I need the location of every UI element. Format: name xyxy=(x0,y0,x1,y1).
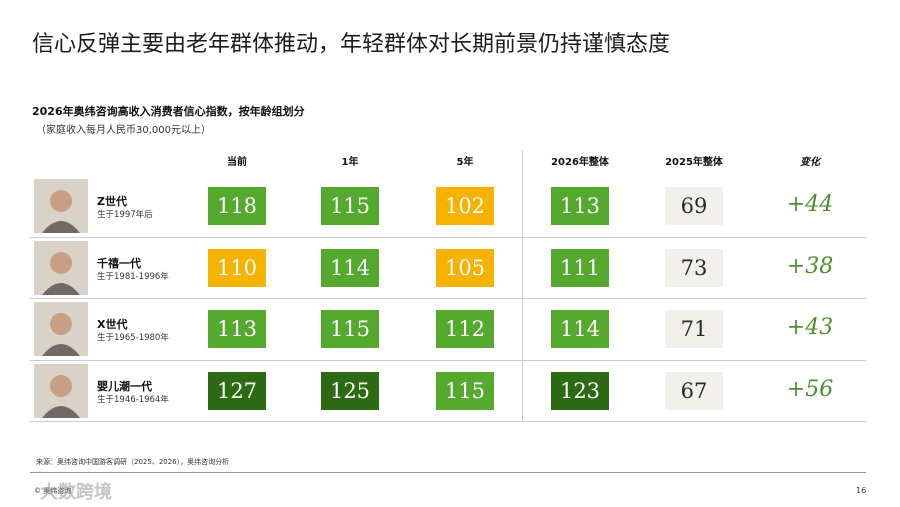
row-name: Z世代 xyxy=(97,195,127,208)
value-cell: 73 xyxy=(665,248,723,287)
title: 信心反弹主要由老年群体推动，年轻群体对长期前景仍持谨慎态度 xyxy=(32,32,671,57)
value-cell: 127 xyxy=(208,371,266,410)
row-line xyxy=(30,236,866,238)
row-line xyxy=(30,298,866,299)
column-header: 5年 xyxy=(456,157,474,168)
change: +56 xyxy=(786,376,834,402)
value-cell: 113 xyxy=(208,310,266,348)
row-birth: 生于1997年后 xyxy=(97,210,153,220)
row-name: X世代 xyxy=(97,318,128,331)
column-header: 2025年整体 xyxy=(665,157,723,168)
value-cell: 105 xyxy=(436,248,494,287)
watermark: 大数跨境 xyxy=(40,482,112,503)
change: +43 xyxy=(786,315,834,340)
avatar xyxy=(42,251,80,295)
column-header: 1年 xyxy=(341,157,359,168)
row-birth: 生于1981-1996年 xyxy=(97,271,169,282)
photo xyxy=(34,179,88,233)
source: 来源：奥纬咨询中国游客调研（2025、2026），奥纬咨询分析 xyxy=(36,458,230,466)
value-cell: 112 xyxy=(436,310,494,348)
value-cell: 114 xyxy=(551,310,609,348)
value-cell: 125 xyxy=(321,371,379,410)
change: +44 xyxy=(786,192,834,217)
row-birth: 生于1965-1980年 xyxy=(97,333,169,343)
value-cell: 118 xyxy=(208,187,266,225)
photo xyxy=(34,363,88,418)
note: （家庭收入每月人民币30,000元以上） xyxy=(36,125,211,136)
row-line xyxy=(30,421,866,422)
value-cell: 123 xyxy=(551,371,609,410)
value-cell: 102 xyxy=(436,187,494,225)
column-header: 2026年整体 xyxy=(551,157,609,168)
value-cell: 115 xyxy=(321,187,379,225)
column-header: 当前 xyxy=(227,157,247,168)
avatar xyxy=(42,190,80,233)
value-cell: 114 xyxy=(321,248,379,287)
value-cell: 113 xyxy=(551,187,609,225)
value-cell: 69 xyxy=(665,187,723,225)
copyright: © 奥纬咨询 xyxy=(34,487,72,495)
value-cell: 71 xyxy=(665,310,723,348)
row-birth: 生于1946-1964年 xyxy=(97,394,169,405)
photo xyxy=(34,302,88,356)
avatar xyxy=(42,374,80,418)
value-cell: 111 xyxy=(551,248,609,287)
value-cell: 115 xyxy=(436,371,494,410)
subtitle: 2026年奥纬咨询高收入消费者信心指数，按年龄组划分 xyxy=(32,105,305,118)
photo xyxy=(34,240,88,295)
divider xyxy=(522,150,523,422)
value-cell: 115 xyxy=(321,310,379,348)
row-name: 千禧一代 xyxy=(97,256,141,270)
footer-line xyxy=(30,472,866,473)
value-cell: 67 xyxy=(665,371,723,410)
page-number: 16 xyxy=(856,486,867,495)
column-header: 变化 xyxy=(800,157,820,168)
row-name: 婴儿潮一代 xyxy=(97,379,152,393)
avatar xyxy=(42,313,80,356)
change: +38 xyxy=(786,253,834,279)
value-cell: 110 xyxy=(208,248,266,287)
row-line xyxy=(30,359,866,361)
